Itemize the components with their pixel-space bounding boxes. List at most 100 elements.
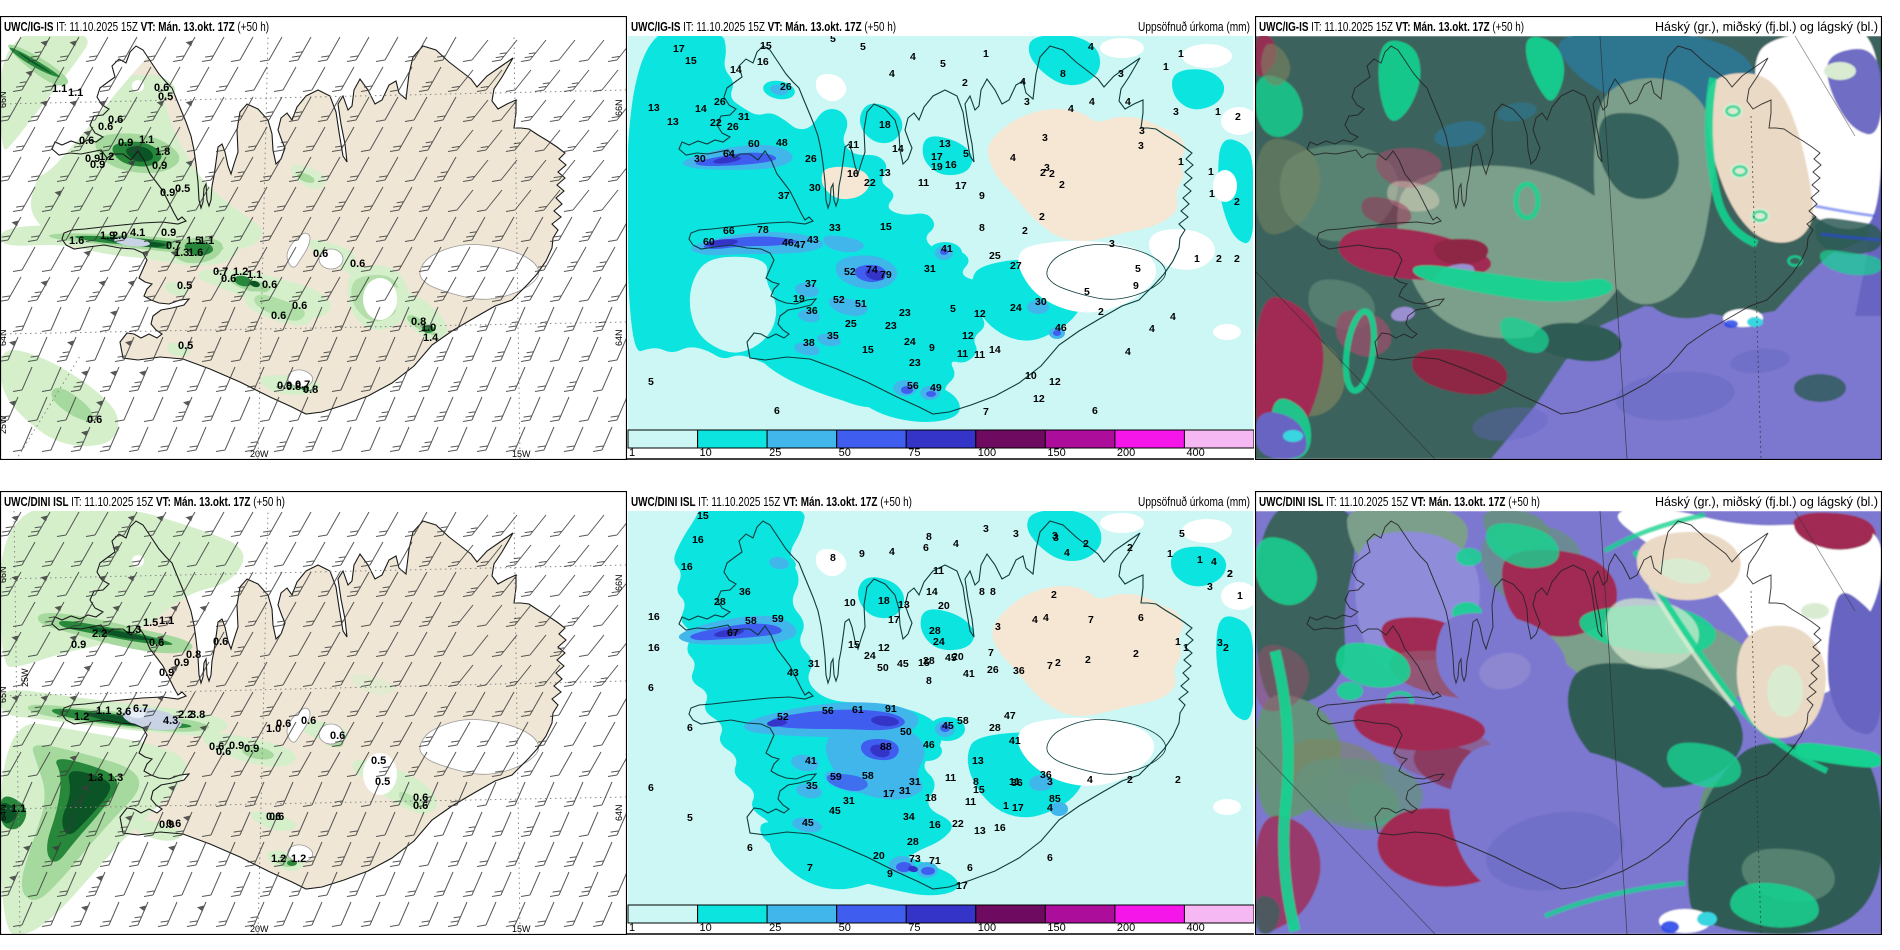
svg-text:13: 13 <box>667 116 679 128</box>
svg-text:16: 16 <box>847 168 859 180</box>
svg-text:3: 3 <box>1217 637 1223 649</box>
svg-text:15: 15 <box>760 40 772 52</box>
svg-text:17: 17 <box>888 614 900 626</box>
svg-text:58: 58 <box>862 770 874 782</box>
svg-text:1: 1 <box>1003 800 1009 812</box>
svg-text:4: 4 <box>889 68 895 80</box>
svg-text:0.5: 0.5 <box>178 340 193 352</box>
svg-text:16: 16 <box>648 611 660 623</box>
svg-text:0.6: 0.6 <box>330 730 345 742</box>
svg-text:24: 24 <box>1010 302 1022 314</box>
svg-text:18: 18 <box>878 595 890 607</box>
svg-text:0.6: 0.6 <box>154 82 169 94</box>
svg-text:75: 75 <box>908 447 920 459</box>
svg-text:0.5: 0.5 <box>175 183 190 195</box>
svg-text:15: 15 <box>697 510 709 522</box>
svg-text:1: 1 <box>1183 642 1189 654</box>
svg-text:25W: 25W <box>0 415 8 434</box>
svg-text:1.2: 1.2 <box>99 151 114 163</box>
svg-text:46: 46 <box>1055 322 1067 334</box>
svg-text:43: 43 <box>787 667 799 679</box>
svg-text:19: 19 <box>793 293 805 305</box>
svg-text:37: 37 <box>805 278 817 290</box>
svg-text:8: 8 <box>926 531 932 543</box>
svg-text:1: 1 <box>1175 636 1181 648</box>
svg-text:3: 3 <box>1118 68 1124 80</box>
svg-text:10: 10 <box>700 447 712 459</box>
svg-text:0.6: 0.6 <box>271 310 286 322</box>
svg-text:2: 2 <box>1234 253 1240 265</box>
svg-text:5: 5 <box>687 812 693 824</box>
svg-text:10: 10 <box>1025 370 1037 382</box>
svg-text:400: 400 <box>1186 922 1204 934</box>
svg-text:3: 3 <box>1139 125 1145 137</box>
svg-text:66N: 66N <box>0 566 8 583</box>
svg-text:1.1: 1.1 <box>247 269 262 281</box>
svg-text:50: 50 <box>900 726 912 738</box>
svg-text:47: 47 <box>794 239 806 251</box>
svg-text:15W: 15W <box>512 924 531 934</box>
svg-text:1.6: 1.6 <box>69 235 84 247</box>
svg-text:3.6: 3.6 <box>116 706 131 718</box>
svg-text:4: 4 <box>1068 103 1074 115</box>
svg-text:5: 5 <box>648 376 654 388</box>
svg-text:28: 28 <box>929 625 941 637</box>
svg-text:45: 45 <box>942 720 954 732</box>
svg-text:24: 24 <box>864 650 876 662</box>
svg-text:43: 43 <box>807 234 819 246</box>
svg-text:0.6: 0.6 <box>266 811 281 823</box>
svg-text:UWC/DINI ISL IT: 11.10.2025 15: UWC/DINI ISL IT: 11.10.2025 15Z VT: Mán.… <box>1259 495 1540 509</box>
svg-text:26: 26 <box>987 664 999 676</box>
svg-text:3: 3 <box>1173 106 1179 118</box>
svg-text:2: 2 <box>1216 253 1222 265</box>
svg-text:91: 91 <box>885 703 897 715</box>
svg-text:100: 100 <box>978 922 996 934</box>
svg-text:31: 31 <box>843 795 855 807</box>
svg-text:18: 18 <box>925 792 937 804</box>
svg-text:17: 17 <box>1012 802 1024 814</box>
svg-text:20: 20 <box>938 600 950 612</box>
svg-text:2: 2 <box>1098 306 1104 318</box>
svg-text:5: 5 <box>1135 263 1141 275</box>
svg-text:0.7: 0.7 <box>295 379 310 391</box>
svg-text:12: 12 <box>1033 393 1045 405</box>
svg-text:0.6: 0.6 <box>269 811 284 823</box>
svg-text:45: 45 <box>897 658 909 670</box>
svg-text:1.5: 1.5 <box>186 235 201 247</box>
svg-text:1.2: 1.2 <box>233 266 248 278</box>
svg-text:16: 16 <box>757 56 769 68</box>
svg-text:22: 22 <box>864 177 876 189</box>
svg-text:1.5: 1.5 <box>143 617 158 629</box>
svg-text:52: 52 <box>844 266 856 278</box>
svg-text:31: 31 <box>738 111 750 123</box>
svg-text:10: 10 <box>700 922 712 934</box>
svg-text:15W: 15W <box>512 449 531 459</box>
svg-text:150: 150 <box>1047 447 1065 459</box>
svg-text:200: 200 <box>1117 922 1135 934</box>
svg-text:5: 5 <box>963 148 969 160</box>
svg-text:2: 2 <box>1051 589 1057 601</box>
svg-text:3: 3 <box>995 621 1001 633</box>
svg-text:1: 1 <box>1178 48 1184 60</box>
svg-text:UWC/DINI ISL IT: 11.10.2025 15: UWC/DINI ISL IT: 11.10.2025 15Z VT: Mán.… <box>631 495 912 509</box>
svg-text:64N: 64N <box>614 329 624 346</box>
svg-text:74: 74 <box>866 264 878 276</box>
svg-text:14: 14 <box>730 64 742 76</box>
svg-text:3: 3 <box>1053 532 1059 544</box>
svg-text:23: 23 <box>885 320 897 332</box>
svg-text:1.6: 1.6 <box>188 247 203 259</box>
svg-text:28: 28 <box>989 722 1001 734</box>
svg-text:0.6: 0.6 <box>213 636 228 648</box>
svg-text:67: 67 <box>727 627 739 639</box>
svg-text:31: 31 <box>899 785 911 797</box>
svg-text:66N: 66N <box>0 91 8 108</box>
svg-text:1: 1 <box>1163 61 1169 73</box>
svg-text:26: 26 <box>714 96 726 108</box>
svg-text:1.1: 1.1 <box>52 83 67 95</box>
svg-text:6: 6 <box>967 862 973 874</box>
svg-text:16: 16 <box>681 561 693 573</box>
svg-text:11: 11 <box>957 348 968 360</box>
svg-text:41: 41 <box>1009 735 1021 747</box>
svg-text:1.3: 1.3 <box>126 624 141 636</box>
svg-text:31: 31 <box>909 776 921 788</box>
